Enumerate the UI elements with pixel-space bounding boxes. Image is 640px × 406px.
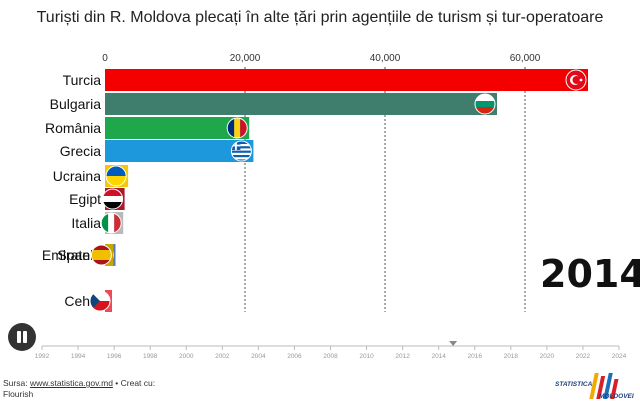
category-label: România <box>45 120 101 136</box>
timeline-handle[interactable] <box>449 341 458 346</box>
timeline-tick-label: 2018 <box>504 353 519 360</box>
bar-chart-race: 0 20,000 40,000 60,000 Turcia Bulgaria România… <box>35 53 627 360</box>
source-link[interactable]: www.statistica.gov.md <box>29 378 113 388</box>
egypt-flag-icon <box>102 188 124 210</box>
timeline-tick-label: 2014 <box>431 353 446 360</box>
year-display: 2014 <box>540 252 640 296</box>
timeline-tick-label: 2016 <box>468 353 483 360</box>
timeline-tick-label: 2008 <box>323 353 338 360</box>
x-tick-label: 40,000 <box>370 53 401 64</box>
source-prefix: Sursa: <box>3 378 30 388</box>
flourish-credit[interactable]: Flourish <box>3 389 34 399</box>
greece-flag-icon <box>230 140 252 162</box>
timeline-tick-label: 1998 <box>143 353 158 360</box>
pause-icon <box>8 323 36 351</box>
category-label: Italia <box>71 215 101 231</box>
x-tick-label: 60,000 <box>510 53 541 64</box>
source-suffix: • Creat cu: <box>112 378 156 388</box>
category-label: Emiratele <box>42 247 101 263</box>
category-label: Spania <box>57 247 101 263</box>
timeline-tick-label: 2012 <box>395 353 410 360</box>
czechia-flag-icon <box>89 290 111 312</box>
timeline-tick-label: 2000 <box>179 353 194 360</box>
bar-grecia <box>105 140 254 162</box>
statistica-logo: STATISTICA MOLDOVEI <box>555 373 634 400</box>
timeline-tick-label: 2010 <box>359 353 374 360</box>
timeline-tick-label: 2024 <box>612 353 627 360</box>
logo-line2: MOLDOVEI <box>599 393 634 400</box>
source-note: Sursa: www.statistica.gov.md • Creat cu:… <box>3 378 155 400</box>
category-label: Bulgaria <box>50 96 102 112</box>
timeline-tick-label: 2004 <box>251 353 266 360</box>
bar-bulgaria <box>105 93 497 115</box>
pause-button[interactable] <box>8 323 36 351</box>
logo-line1: STATISTICA <box>555 381 593 388</box>
timeline-tick-label: 1996 <box>107 353 122 360</box>
timeline-tick-label: 2002 <box>215 353 230 360</box>
italy-flag-icon <box>100 212 122 234</box>
timeline-tick-label: 1992 <box>35 353 50 360</box>
x-tick-label: 0 <box>102 53 108 64</box>
spain-flag-icon <box>90 244 112 266</box>
timeline-tick-label: 2020 <box>540 353 555 360</box>
turkey-flag-icon <box>565 69 587 91</box>
ukraine-flag-icon <box>105 165 127 187</box>
timeline-tick-label: 1994 <box>71 353 86 360</box>
timeline-tick-label: 2022 <box>576 353 591 360</box>
x-tick-label: 20,000 <box>230 53 261 64</box>
category-label: Ucraina <box>53 168 101 184</box>
category-label: Egipt <box>69 191 101 207</box>
bar-romania <box>105 117 250 139</box>
bulgaria-flag-icon <box>474 93 496 115</box>
timeline-tick-label: 2006 <box>287 353 302 360</box>
chart-title: Turiști din R. Moldova plecați în alte ț… <box>36 9 604 26</box>
category-label: Grecia <box>60 143 101 159</box>
bar-turcia <box>105 69 588 91</box>
category-label: Turcia <box>63 72 102 88</box>
romania-flag-icon <box>226 117 248 139</box>
